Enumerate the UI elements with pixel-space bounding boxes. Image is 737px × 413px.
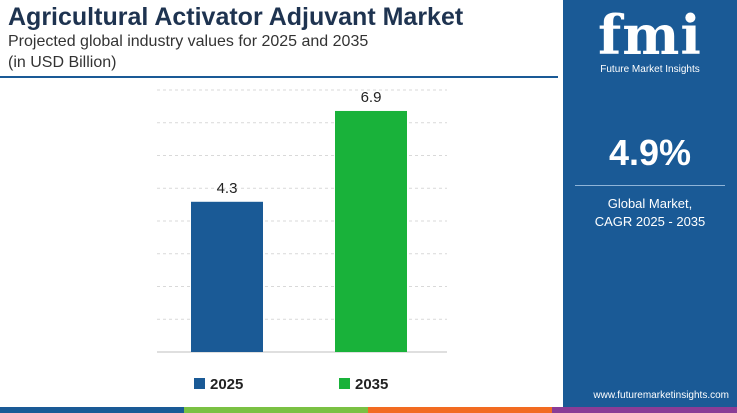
- data-label-2025: 4.3: [217, 180, 238, 197]
- cagr-label-line1: Global Market,: [607, 196, 693, 211]
- cagr-divider: [575, 185, 725, 186]
- legend-label-2025: 2025: [210, 376, 243, 393]
- chart-unit-note: (in USD Billion): [8, 54, 117, 71]
- chart-subtitle: Projected global industry values for 202…: [8, 33, 369, 50]
- website-link[interactable]: www.futuremarketinsights.com: [593, 390, 729, 401]
- logo-letters: fmi: [598, 3, 702, 67]
- legend-swatch-2035: [339, 378, 350, 389]
- data-label-2035: 6.9: [361, 89, 382, 106]
- chart-title: Agricultural Activator Adjuvant Market: [8, 3, 464, 31]
- fmi-logo: fmi Future Market Insights: [563, 8, 737, 75]
- legend-swatch-2025: [194, 378, 205, 389]
- stripe-segment: [0, 407, 184, 413]
- bar-2035: [335, 110, 407, 353]
- stripe-segment: [368, 407, 552, 413]
- bar-2025: [191, 201, 263, 352]
- bottom-stripe: [0, 407, 737, 413]
- bar-chart: 4.3 6.9 2025 2035: [157, 89, 447, 393]
- cagr-label-line2: CAGR 2025 - 2035: [594, 214, 706, 229]
- cagr-value: 4.9%: [608, 132, 692, 173]
- info-panel: fmi Future Market Insights 4.9% Global M…: [563, 0, 737, 407]
- logo-caption: Future Market Insights: [600, 64, 700, 75]
- stripe-segment: [552, 407, 737, 413]
- legend-label-2035: 2035: [355, 376, 388, 393]
- stripe-segment: [184, 407, 368, 413]
- header-divider: [0, 76, 558, 78]
